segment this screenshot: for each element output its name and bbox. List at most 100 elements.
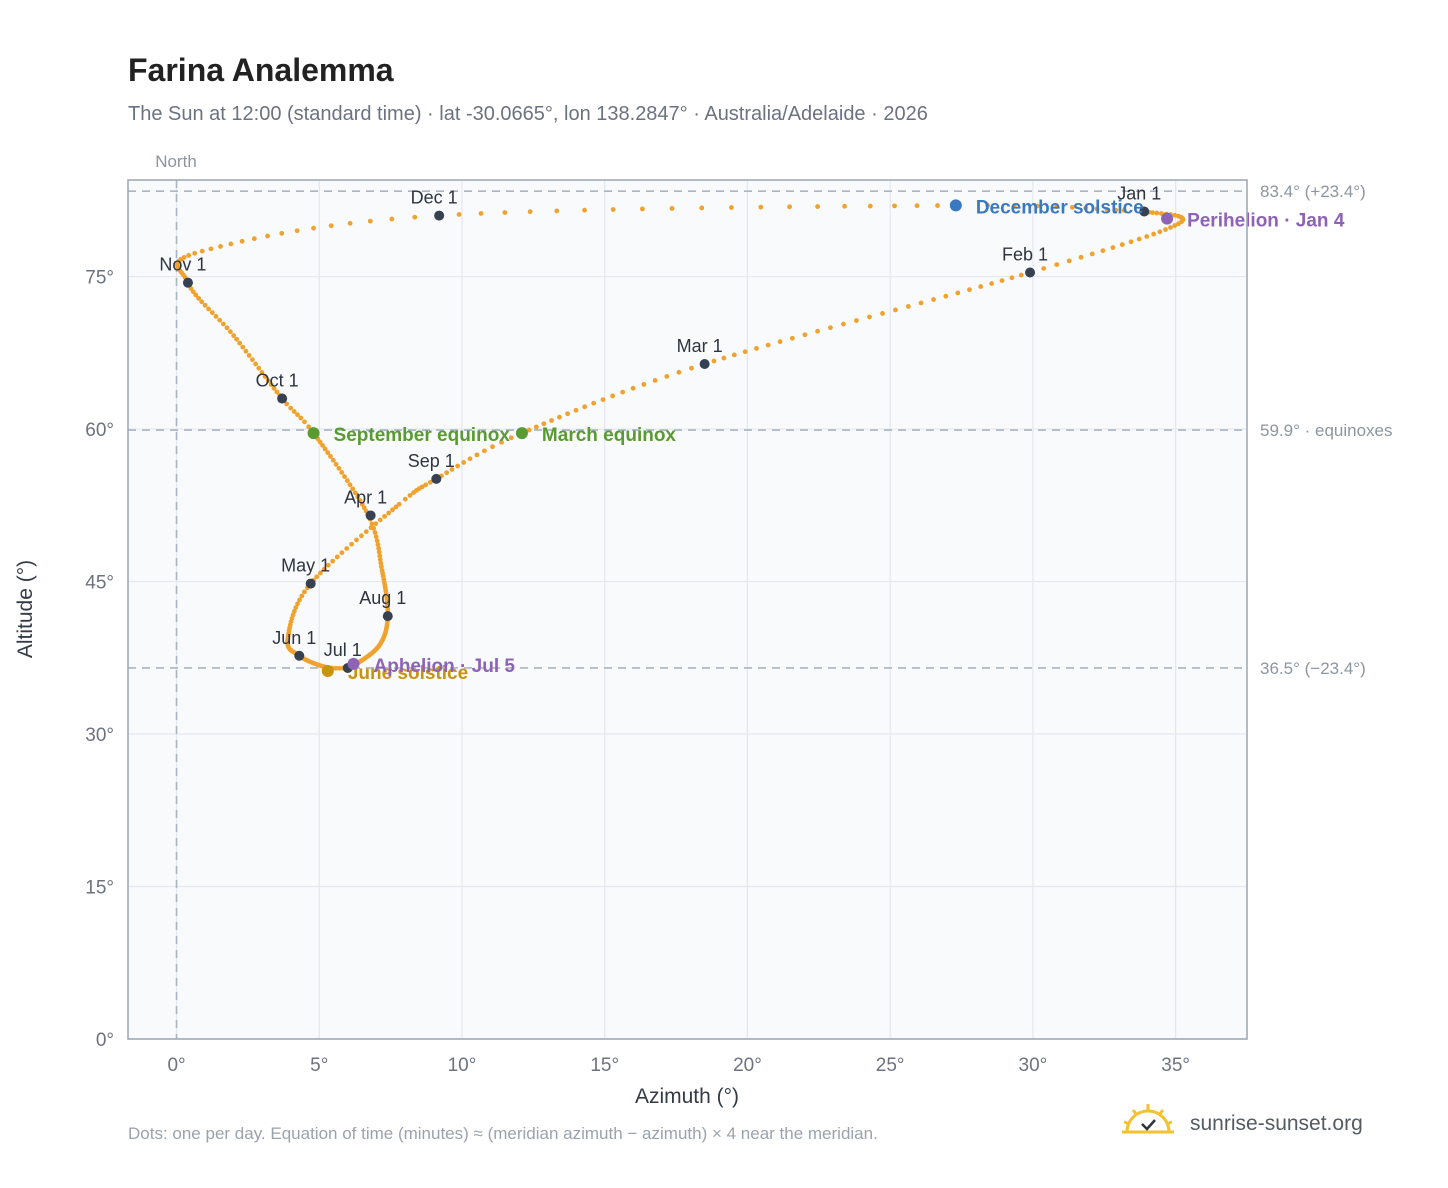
day-dot — [193, 292, 199, 298]
day-dot — [541, 421, 547, 427]
day-dot — [321, 566, 327, 572]
day-dot — [376, 549, 382, 555]
day-dot — [328, 223, 334, 229]
day-dot — [989, 281, 995, 286]
day-dot — [787, 204, 793, 210]
day-dot — [1066, 258, 1072, 264]
day-dot — [729, 205, 734, 210]
x-axis-label: Azimuth (°) — [635, 1085, 739, 1108]
day-dot — [931, 297, 936, 302]
brand[interactable]: sunrise-sunset.org — [1120, 1100, 1400, 1150]
day-dot — [669, 206, 675, 211]
day-dot — [334, 554, 340, 560]
day-dot — [218, 244, 223, 249]
day-dot — [302, 589, 307, 595]
month-label: May 1 — [281, 556, 330, 576]
day-dot — [375, 542, 381, 548]
day-dot — [227, 329, 233, 335]
day-dot — [1176, 221, 1181, 227]
day-dot — [620, 389, 626, 395]
month-label: Oct 1 — [256, 371, 299, 391]
day-dot — [330, 558, 336, 564]
day-dot — [828, 325, 833, 331]
month-marker — [699, 358, 710, 369]
day-dot — [325, 450, 331, 456]
day-dot — [202, 302, 208, 308]
day-dot — [294, 228, 300, 234]
event-label: Aphelion · Jul 5 — [374, 656, 516, 677]
day-dot — [777, 339, 783, 345]
day-dot — [1053, 204, 1059, 209]
reference-line-label: 83.4° (+23.4°) — [1260, 182, 1366, 201]
day-dot — [293, 605, 299, 611]
day-dot — [802, 332, 808, 338]
day-dot — [295, 601, 300, 607]
day-dot — [411, 490, 416, 495]
day-dot — [373, 534, 379, 540]
day-dot — [347, 220, 353, 226]
day-dot — [262, 374, 268, 379]
month-marker — [382, 611, 393, 622]
day-dot — [374, 538, 380, 544]
day-dot — [1094, 206, 1100, 212]
day-dot — [209, 310, 215, 316]
month-marker — [294, 650, 305, 661]
month-marker — [434, 210, 445, 221]
day-dot — [199, 299, 205, 305]
day-dot — [196, 295, 202, 301]
day-dot — [231, 333, 237, 338]
day-dot — [893, 307, 898, 313]
day-dot — [359, 501, 365, 507]
month-label: Aug 1 — [359, 588, 406, 608]
event-marker — [307, 427, 320, 440]
month-label: Nov 1 — [159, 255, 206, 275]
plot-frame — [127, 179, 1248, 1040]
month-label: Dec 1 — [411, 188, 458, 208]
day-dot — [402, 496, 408, 502]
day-dot — [389, 216, 395, 222]
day-dot — [259, 370, 265, 375]
day-dot — [943, 293, 949, 299]
y-axis-label: Altitude (°) — [14, 560, 37, 658]
day-dot — [815, 204, 821, 209]
month-label: Feb 1 — [1002, 245, 1048, 265]
day-dot — [199, 248, 205, 254]
x-tick-label: 10° — [448, 1055, 477, 1076]
reference-line-label: 36.5° (−23.4°) — [1260, 659, 1366, 678]
day-dot — [1012, 203, 1017, 208]
day-dot — [311, 225, 316, 231]
month-label: Apr 1 — [344, 487, 387, 507]
day-dot — [461, 460, 467, 465]
day-dot — [377, 557, 383, 562]
day-dot — [449, 467, 455, 472]
day-dot — [396, 501, 402, 507]
event-marker — [515, 427, 528, 440]
day-dot — [361, 505, 367, 511]
day-dot — [372, 530, 378, 535]
chart-subtitle: The Sun at 12:00 (standard time) · lat -… — [128, 103, 928, 125]
day-dot — [1041, 266, 1047, 271]
day-dot — [641, 381, 647, 387]
day-dot — [279, 230, 285, 236]
day-dot — [237, 340, 243, 346]
y-tick-label: 30° — [85, 725, 114, 746]
x-tick-label: 35° — [1161, 1055, 1190, 1076]
day-dot — [371, 525, 377, 531]
day-dot — [676, 369, 682, 375]
day-dot — [467, 456, 473, 462]
day-dot — [377, 553, 383, 559]
day-dot — [573, 407, 579, 413]
y-tick-label: 60° — [85, 420, 114, 441]
day-dot — [978, 284, 984, 289]
day-dot — [1018, 272, 1024, 278]
month-marker — [431, 473, 442, 484]
day-dot — [880, 311, 885, 316]
month-label: Jun 1 — [272, 628, 316, 648]
month-marker — [182, 277, 193, 288]
day-dot — [1151, 231, 1157, 237]
day-dot — [499, 439, 504, 445]
day-dot — [302, 419, 307, 425]
day-dot — [582, 207, 587, 213]
day-dot — [478, 211, 484, 216]
day-dot — [376, 546, 382, 551]
